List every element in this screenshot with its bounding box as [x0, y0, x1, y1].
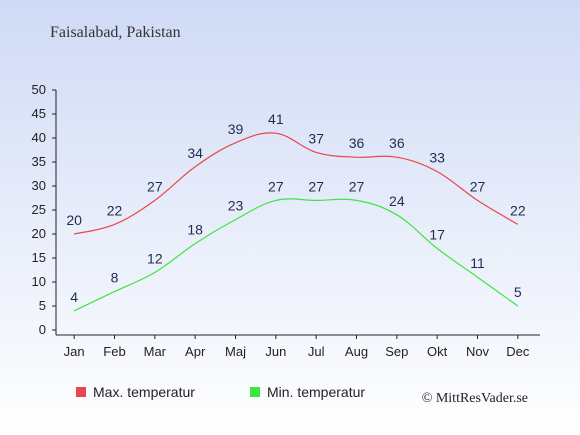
data-label-max: 27: [470, 178, 486, 194]
x-tick-label: Sep: [385, 344, 408, 359]
data-label-min: 12: [147, 250, 163, 266]
data-label-min: 8: [111, 270, 119, 286]
x-tick-label: Feb: [103, 344, 125, 359]
series-line-max: [74, 132, 519, 235]
y-tick-label: 30: [32, 178, 46, 193]
data-label-min: 27: [268, 178, 284, 194]
data-label-max: 22: [107, 202, 123, 218]
data-label-min: 18: [187, 222, 203, 238]
data-label-max: 33: [429, 150, 445, 166]
credit-text: © MittResVader.se: [422, 391, 528, 406]
series-line-min: [73, 198, 519, 312]
x-tick-label: Jun: [265, 344, 286, 359]
data-label-max: 36: [349, 135, 365, 151]
data-label-max: 34: [187, 145, 203, 161]
x-tick-label: Mar: [144, 344, 167, 359]
x-tick-label: Dec: [506, 344, 530, 359]
data-labels: 20 22 27 34 39 41 37 36 36 33 27 22 4 8 12 18 23 27 27 27 24…: [66, 111, 525, 305]
data-label-min: 11: [470, 255, 485, 271]
x-tick-label: Maj: [225, 344, 246, 359]
y-tick-label: 15: [32, 250, 46, 265]
data-label-min: 17: [429, 226, 445, 242]
y-tick-label: 45: [32, 106, 46, 121]
y-tick-label: 0: [39, 322, 46, 337]
data-label-max: 36: [389, 135, 405, 151]
y-tick-label: 25: [32, 202, 46, 217]
y-tick-label: 40: [32, 130, 46, 145]
x-tick-label: Nov: [466, 344, 490, 359]
series-lines: [73, 132, 519, 312]
data-label-min: 4: [70, 289, 78, 305]
x-tick-label: Okt: [427, 344, 448, 359]
y-tick-label: 50: [32, 82, 46, 97]
y-tick-label: 35: [32, 154, 46, 169]
y-tick-label: 20: [32, 226, 46, 241]
data-label-max: 20: [66, 212, 82, 228]
data-label-min: 5: [514, 284, 522, 300]
x-tick-label: Apr: [185, 344, 206, 359]
x-tick-label: Aug: [345, 344, 368, 359]
data-label-max: 39: [228, 121, 244, 137]
y-tick-label: 5: [39, 298, 46, 313]
x-tick-label: Jan: [64, 344, 85, 359]
y-tick-label: 10: [32, 274, 46, 289]
legend-label-min: Min. temperatur: [267, 384, 365, 400]
data-label-max: 41: [268, 111, 284, 127]
data-label-max: 27: [147, 178, 163, 194]
data-label-max: 37: [308, 130, 324, 146]
legend-swatch-max: [76, 387, 86, 397]
legend-swatch-min: [250, 387, 260, 397]
legend: Max. temperatur Min. temperatur: [76, 384, 365, 400]
data-label-min: 27: [308, 178, 324, 194]
legend-label-max: Max. temperatur: [93, 384, 195, 400]
data-label-min: 27: [349, 178, 365, 194]
data-label-max: 22: [510, 202, 526, 218]
location-title: Faisalabad, Pakistan: [50, 24, 181, 41]
x-tick-label: Jul: [308, 344, 325, 359]
data-label-min: 24: [389, 193, 405, 209]
data-label-min: 23: [228, 198, 244, 214]
